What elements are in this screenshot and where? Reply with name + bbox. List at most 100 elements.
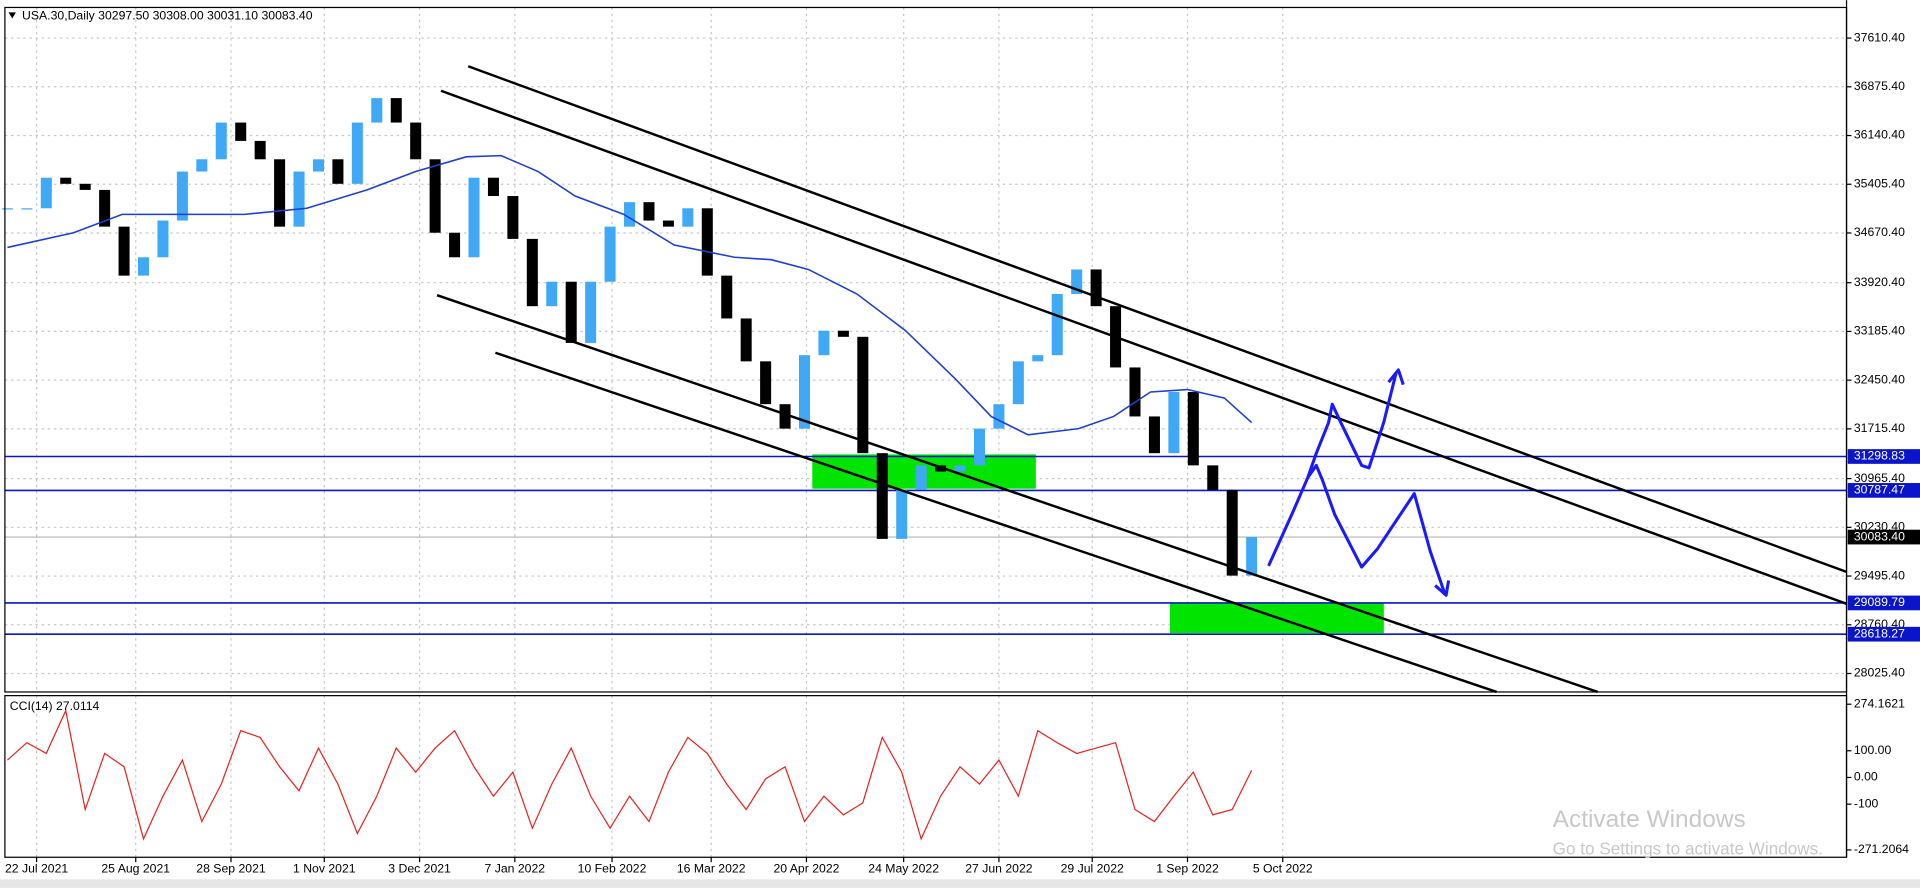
candle <box>1012 361 1024 405</box>
candle <box>740 318 752 362</box>
cci-title: CCI(14) 27.0114 <box>10 699 100 713</box>
candle <box>818 330 830 356</box>
candle <box>701 208 713 276</box>
candle <box>954 465 966 472</box>
candle <box>624 202 636 227</box>
level-label-box <box>1847 626 1920 642</box>
candle <box>526 238 538 307</box>
y-tick-label: 35405.40 <box>1854 176 1905 190</box>
watermark: Activate Windows <box>1553 806 1746 833</box>
candle <box>1129 367 1141 417</box>
x-tick-label: 20 Apr 2022 <box>773 862 839 876</box>
candle <box>118 226 130 276</box>
candle <box>604 226 616 282</box>
candle <box>390 98 402 123</box>
trendline <box>467 65 1847 574</box>
candle <box>993 404 1005 429</box>
candle <box>643 202 655 221</box>
candle <box>332 159 344 184</box>
y-tick-label: 274.1621 <box>1854 696 1905 710</box>
trendline <box>436 294 1599 694</box>
candle <box>662 220 674 227</box>
candle <box>176 171 188 221</box>
y-tick-label: -100 <box>1854 796 1879 810</box>
level-label-box <box>1847 449 1920 464</box>
watermark: Go to Settings to activate Windows. <box>1553 838 1823 858</box>
candle <box>798 355 811 429</box>
candle <box>60 177 72 184</box>
y-tick-label: -271.2064 <box>1854 842 1909 856</box>
candle <box>235 122 247 141</box>
y-tick-label: 30965.40 <box>1854 471 1905 485</box>
x-tick-label: 24 May 2022 <box>868 862 939 876</box>
y-tick-label: 32450.40 <box>1854 372 1905 386</box>
candle <box>760 361 772 405</box>
candle <box>565 281 577 343</box>
level-label: 29089.79 <box>1854 595 1905 609</box>
candle <box>215 122 227 160</box>
chart-title: USA.30,Daily 30297.50 30308.00 30031.10 … <box>22 8 313 22</box>
candle <box>138 257 150 276</box>
candle <box>1032 355 1044 362</box>
x-tick-label: 5 Oct 2022 <box>1253 862 1313 876</box>
y-tick-label: 28025.40 <box>1854 666 1905 680</box>
candle <box>973 428 985 466</box>
y-tick-label: 31715.40 <box>1854 421 1905 435</box>
candle <box>1187 391 1199 466</box>
candle <box>254 140 266 160</box>
x-tick-label: 16 Mar 2022 <box>677 862 746 876</box>
y-tick-label: 33185.40 <box>1854 324 1905 338</box>
grid <box>4 7 1847 858</box>
x-tick-label: 10 Feb 2022 <box>578 862 647 876</box>
candle <box>449 232 461 258</box>
candle <box>1 208 13 210</box>
x-tick-label: 25 Aug 2021 <box>101 862 170 876</box>
y-tick-label: 34670.40 <box>1854 225 1905 239</box>
candle <box>196 159 208 172</box>
marks: 22 Jul 2021 25 Aug 2021 28 Sep 2021 1 Nov 2… <box>1 30 1920 876</box>
y-tick-label: 37610.40 <box>1854 30 1905 44</box>
candle <box>351 122 363 184</box>
level-label: 31298.83 <box>1854 449 1905 463</box>
candle <box>585 281 597 343</box>
x-tick-label: 1 Sep 2022 <box>1156 862 1219 876</box>
candle <box>507 196 519 239</box>
last-price-label: 30083.40 <box>1854 529 1905 543</box>
candle <box>371 98 383 123</box>
candle <box>876 453 888 539</box>
level-label: 30787.47 <box>1854 483 1905 497</box>
trendline <box>440 89 1847 605</box>
x-tick-label: 3 Dec 2021 <box>388 862 451 876</box>
x-tick-label: 1 Nov 2021 <box>293 862 356 876</box>
candle <box>546 281 558 307</box>
candle <box>721 275 733 319</box>
candle <box>487 177 499 197</box>
candle <box>429 159 441 233</box>
hand-drawn-path <box>1267 463 1451 597</box>
level-label: 28618.27 <box>1854 626 1905 640</box>
candle <box>21 208 33 210</box>
candle <box>1246 537 1258 576</box>
y-tick-label: 36875.40 <box>1854 79 1905 93</box>
y-tick-label: 0.00 <box>1854 770 1878 784</box>
tab-strip <box>0 879 1920 888</box>
candle <box>1148 416 1160 454</box>
moving-average <box>7 154 1253 436</box>
level-label-box <box>1847 483 1920 498</box>
x-tick-label: 7 Jan 2022 <box>485 862 546 876</box>
candle <box>1168 391 1180 454</box>
x-tick-label: 22 Jul 2021 <box>5 862 68 876</box>
y-tick-label: 100.00 <box>1854 743 1892 757</box>
y-tick-label: 29495.40 <box>1854 568 1905 582</box>
candle <box>157 220 169 258</box>
candle <box>99 189 111 227</box>
last-price-box <box>1847 529 1920 545</box>
x-tick-label: 28 Sep 2021 <box>196 862 266 876</box>
candle <box>1090 269 1102 307</box>
candle <box>79 183 91 190</box>
candle <box>1226 489 1238 576</box>
candle <box>312 159 324 172</box>
menu-arrow <box>8 12 16 19</box>
